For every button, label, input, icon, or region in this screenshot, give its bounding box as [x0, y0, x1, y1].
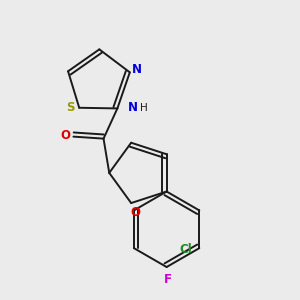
- Text: H: H: [140, 103, 148, 113]
- Text: Cl: Cl: [179, 243, 192, 256]
- Text: O: O: [130, 206, 140, 219]
- Text: O: O: [61, 129, 71, 142]
- Text: N: N: [128, 101, 138, 114]
- Text: S: S: [66, 101, 74, 114]
- Text: F: F: [164, 273, 172, 286]
- Text: N: N: [132, 63, 142, 76]
